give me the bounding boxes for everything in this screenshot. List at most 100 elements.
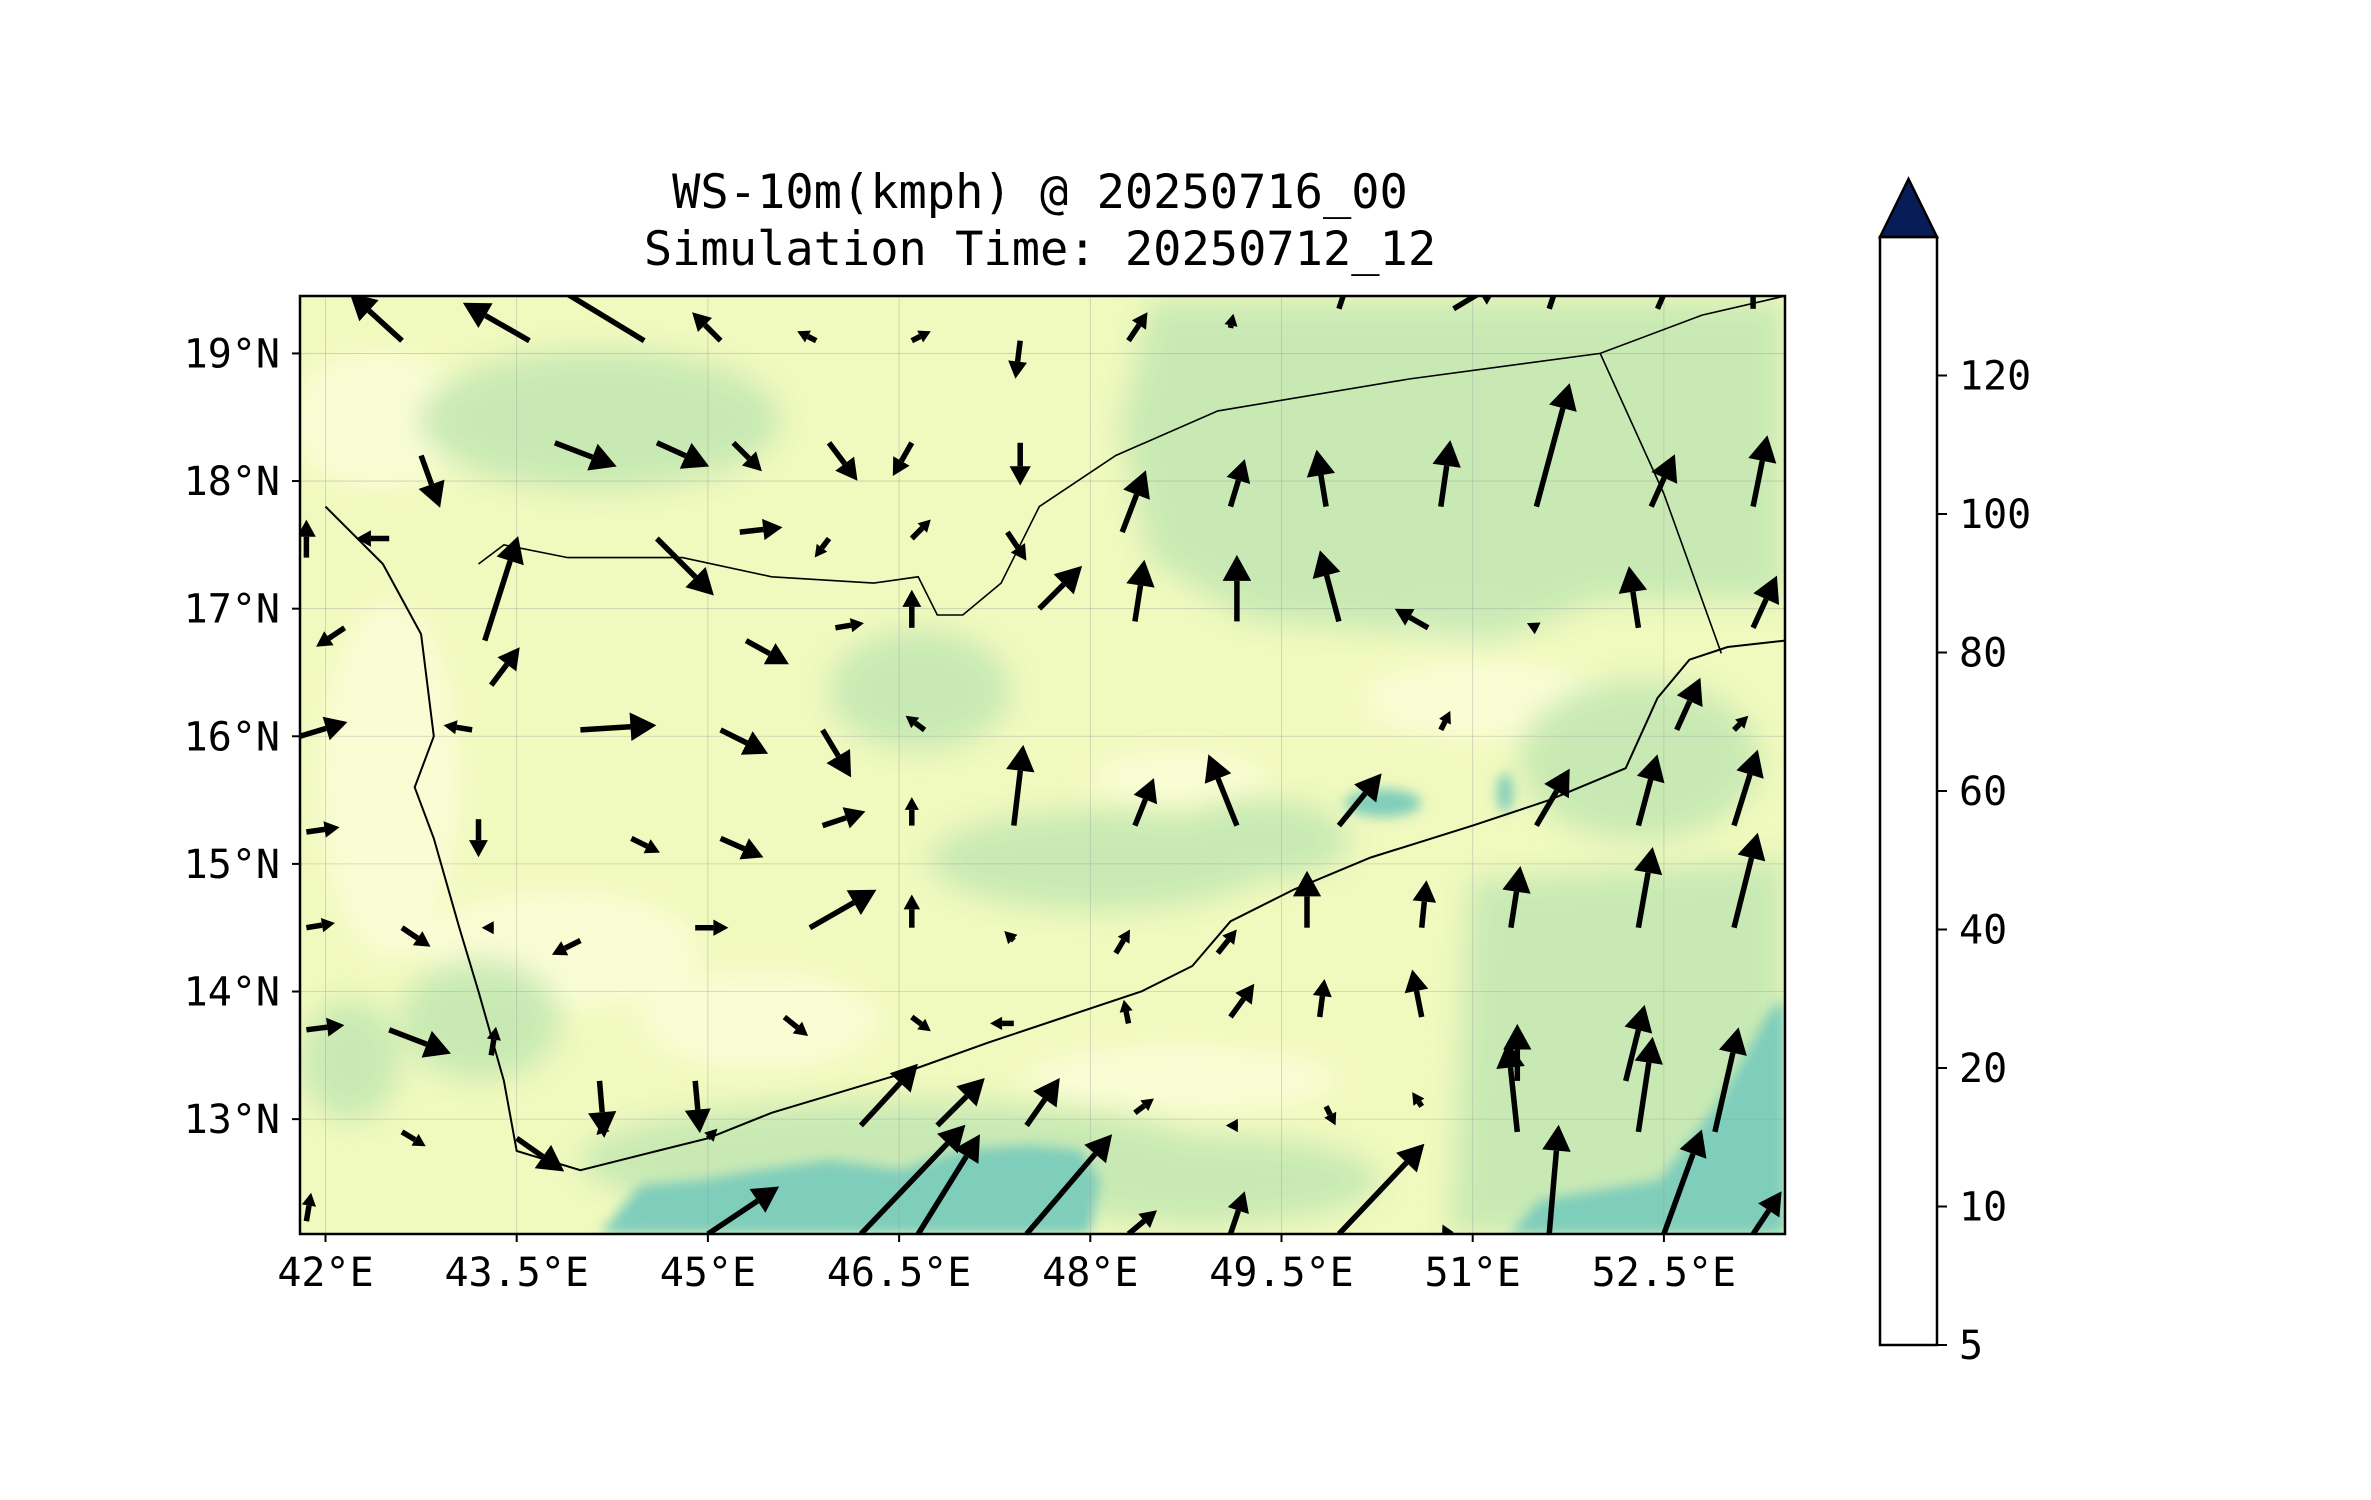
longitude-tick-label: 48°E: [1042, 1250, 1138, 1296]
wind-arrow: [400, 925, 431, 947]
wind-arrow: [1222, 554, 1252, 622]
latitude-tick-label: 16°N: [184, 714, 280, 760]
wind-arrow: [1442, 1224, 1454, 1234]
country-border: [1599, 353, 1723, 654]
wind-arrow: [486, 1026, 501, 1056]
wind-arrow: [1336, 773, 1382, 828]
wind-arrow: [858, 1063, 918, 1128]
wind-arrow: [551, 938, 582, 956]
wind-arrow: [630, 835, 660, 854]
longitude-tick-label: 43.5°E: [444, 1250, 589, 1296]
wind-arrow: [305, 918, 335, 933]
wind-arrow: [808, 889, 877, 931]
colorbar-tick-label: 60: [1959, 769, 2007, 815]
wind-arrow: [1654, 296, 1667, 310]
wind-arrow: [1336, 296, 1347, 310]
wind-arrow: [706, 1186, 780, 1234]
wind-arrow: [1113, 929, 1130, 955]
country-borders: [478, 296, 1785, 654]
wind-arrow: [1748, 435, 1777, 508]
wind-arrow: [1412, 880, 1437, 928]
wind-arrow: [1750, 575, 1780, 629]
wind-arrow: [515, 1136, 565, 1172]
wind-arrow: [1634, 847, 1663, 929]
wind-arrow: [565, 296, 646, 344]
wind-arrow: [1635, 754, 1665, 827]
wind-arrow: [1292, 870, 1322, 928]
wind-arrow: [443, 720, 473, 735]
wind-arrow: [1119, 470, 1150, 534]
wind-arrow: [1312, 550, 1342, 623]
latitude-tick-label: 19°N: [184, 331, 280, 377]
wind-arrow: [1546, 296, 1557, 310]
wind-arrow: [1618, 566, 1647, 629]
wind-arrow: [1534, 768, 1570, 827]
wind-arrow: [1006, 744, 1035, 826]
wind-arrow: [1336, 1143, 1425, 1234]
wind-arrow: [1005, 530, 1027, 561]
wind-arrow: [350, 296, 404, 343]
longitude-ticks: 42°E 43.5°E 45°E 46.5°E 48°E 49.5°E 51°E 52.5°E: [277, 1234, 1736, 1296]
longitude-tick-label: 52.5°E: [1592, 1250, 1737, 1296]
wind-arrow: [820, 728, 852, 778]
wind-arrow: [1750, 1191, 1782, 1234]
longitude-tick-label: 46.5°E: [827, 1250, 972, 1296]
wind-arrow: [990, 1016, 1014, 1030]
wind-arrow: [306, 821, 340, 838]
colorbar-frame: [1878, 235, 1939, 1347]
wind-arrow: [684, 1080, 711, 1134]
wind-arrow: [1132, 778, 1158, 827]
wind-arrow: [903, 894, 921, 928]
wind-arrow: [1502, 866, 1531, 929]
wind-arrow: [482, 536, 524, 642]
wind-arrow: [418, 454, 445, 508]
wind-arrow: [935, 1078, 985, 1128]
wind-arrow: [739, 518, 783, 541]
wind-arrow: [1533, 383, 1577, 508]
colorbar-tick-label: 120: [1959, 354, 2031, 400]
wind-arrow: [1225, 1118, 1238, 1133]
wind-arrow: [1133, 1098, 1154, 1115]
wind-arrow: [1119, 999, 1133, 1024]
wind-arrow: [1228, 983, 1255, 1019]
wind-arrow: [904, 797, 919, 826]
latitude-ticks: 19°N 18°N 17°N 16°N 15°N 14°N 13°N: [184, 331, 300, 1143]
latitude-tick-label: 14°N: [184, 970, 280, 1016]
wind-arrow: [1024, 1078, 1060, 1128]
wind-arrow: [1526, 622, 1541, 635]
wind-arrow: [826, 441, 858, 481]
colorbar-extend-triangle: [1877, 176, 1940, 239]
wind-arrow: [1452, 296, 1492, 312]
wind-arrow: [596, 1121, 610, 1135]
wind-arrow: [462, 302, 531, 344]
wind-arrow: [1731, 749, 1764, 827]
map-title-line-1: WS-10m(kmph) @ 20250716_00: [672, 165, 1408, 220]
longitude-tick-label: 45°E: [660, 1250, 756, 1296]
colorbar-tick-label: 5: [1959, 1323, 1983, 1369]
longitude-tick-label: 51°E: [1425, 1250, 1521, 1296]
wind-arrow: [910, 330, 931, 344]
wind-arrow: [1009, 442, 1031, 486]
wind-arrow: [1432, 440, 1461, 507]
wind-arrow: [1204, 754, 1240, 827]
wind-arrow: [695, 919, 729, 936]
wind-arrow: [915, 1134, 980, 1234]
wind-arrow: [580, 712, 657, 741]
wind-arrow: [655, 440, 710, 469]
wind-arrow: [1126, 1210, 1157, 1234]
wind-arrow: [306, 1017, 345, 1037]
wind-arrow: [316, 625, 347, 647]
colorbar-tick-label: 20: [1959, 1046, 2007, 1092]
wind-arrow: [1126, 559, 1155, 622]
wind-arrow: [469, 819, 488, 858]
wind-arrow: [1323, 1105, 1337, 1126]
wind-arrow: [1661, 1129, 1707, 1234]
country-border: [478, 296, 1785, 616]
latitude-tick-label: 13°N: [184, 1097, 280, 1143]
colorbar-tick-label: 100: [1959, 492, 2031, 538]
longitude-tick-label: 42°E: [277, 1250, 373, 1296]
wind-arrow: [1731, 832, 1766, 929]
wind-arrow: [731, 440, 762, 472]
latitude-tick-label: 17°N: [184, 587, 280, 633]
wind-arrow: [1623, 1004, 1653, 1082]
